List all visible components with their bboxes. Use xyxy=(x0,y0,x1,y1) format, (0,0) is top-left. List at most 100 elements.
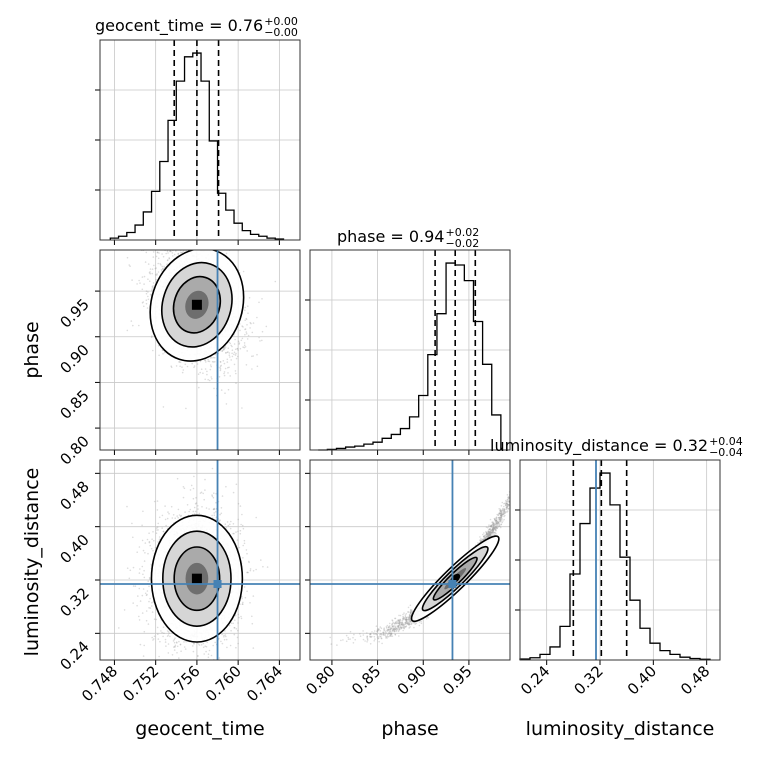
sample-point xyxy=(163,626,165,628)
sample-point xyxy=(149,598,151,600)
sample-point xyxy=(172,654,174,656)
sample-point xyxy=(167,635,169,637)
sample-point xyxy=(143,655,145,657)
sample-point xyxy=(143,283,145,285)
sample-point xyxy=(171,506,173,508)
sample-point xyxy=(205,368,207,370)
sample-point xyxy=(252,355,254,357)
sample-point xyxy=(136,283,138,285)
sample-point xyxy=(175,645,177,647)
sample-point xyxy=(227,361,229,363)
sample-point xyxy=(232,623,234,625)
sample-point xyxy=(213,492,215,494)
sample-point xyxy=(198,387,200,389)
sample-point xyxy=(236,358,238,360)
hist-panel-phase xyxy=(305,250,510,455)
sample-point xyxy=(241,618,243,620)
sample-point xyxy=(256,354,258,356)
sample-point xyxy=(197,508,199,510)
sample-point xyxy=(139,546,141,548)
sample-point xyxy=(177,646,179,648)
sample-point xyxy=(157,627,159,629)
sample-point xyxy=(139,588,141,590)
sample-point xyxy=(237,539,239,541)
sample-point xyxy=(215,502,217,504)
sample-point xyxy=(138,325,140,327)
sample-point xyxy=(235,370,237,372)
sample-point xyxy=(230,528,232,530)
sample-point xyxy=(215,511,217,513)
sample-point xyxy=(244,334,246,336)
sample-point xyxy=(242,545,244,547)
sample-point xyxy=(168,513,170,515)
sample-point xyxy=(176,652,178,654)
sample-point xyxy=(173,514,175,516)
sample-point xyxy=(144,631,146,633)
sample-point xyxy=(138,280,140,282)
sample-point xyxy=(155,279,157,281)
sample-point xyxy=(153,256,155,258)
sample-point xyxy=(138,616,140,618)
sample-point xyxy=(262,331,264,333)
sample-point xyxy=(194,507,196,509)
sample-point xyxy=(230,630,232,632)
sample-point xyxy=(223,373,225,375)
sample-point xyxy=(213,508,215,510)
sample-point xyxy=(145,261,147,263)
sample-point xyxy=(201,644,203,646)
sample-point xyxy=(237,349,239,351)
sample-point xyxy=(257,366,259,368)
sample-point xyxy=(237,356,239,358)
sample-point xyxy=(158,638,160,640)
hist-panel-luminosity_distance xyxy=(515,460,720,665)
sample-point xyxy=(229,625,231,627)
sample-point xyxy=(201,506,203,508)
sample-point xyxy=(258,337,260,339)
sample-point xyxy=(179,361,181,363)
sample-point xyxy=(213,497,215,499)
sample-point xyxy=(244,345,246,347)
sample-point xyxy=(240,533,242,535)
sample-point xyxy=(173,646,175,648)
sample-point xyxy=(259,340,261,342)
sample-point xyxy=(139,282,141,284)
sample-point xyxy=(261,298,263,300)
sample-point xyxy=(162,515,164,517)
sample-point xyxy=(233,533,235,535)
sample-point xyxy=(164,505,166,507)
sample-point xyxy=(253,570,255,572)
sample-point xyxy=(253,322,255,324)
sample-point xyxy=(244,543,246,545)
sample-point xyxy=(225,523,227,525)
sample-point xyxy=(174,517,176,519)
sample-point xyxy=(157,526,159,528)
sample-point xyxy=(243,528,245,530)
sample-point xyxy=(240,524,242,526)
sample-point xyxy=(222,350,224,352)
sample-point xyxy=(219,519,221,521)
sample-point xyxy=(126,506,128,508)
sample-point xyxy=(167,630,169,632)
sample-point xyxy=(178,253,180,255)
sample-point xyxy=(151,602,153,604)
sample-point xyxy=(275,281,277,283)
sample-point xyxy=(185,648,187,650)
sample-point xyxy=(202,372,204,374)
sample-point xyxy=(174,254,176,256)
sample-point xyxy=(241,340,243,342)
sample-point xyxy=(226,647,228,649)
sample-point xyxy=(220,368,222,370)
sample-point xyxy=(251,356,253,358)
sample-point xyxy=(197,505,199,507)
sample-point xyxy=(211,515,213,517)
sample-point xyxy=(193,643,195,645)
sample-point xyxy=(240,505,242,507)
sample-point xyxy=(239,330,241,332)
sample-point xyxy=(251,616,253,618)
sample-point xyxy=(172,517,174,519)
sample-point xyxy=(139,568,141,570)
sample-point xyxy=(182,372,184,374)
sample-point xyxy=(267,566,269,568)
sample-point xyxy=(226,403,228,405)
